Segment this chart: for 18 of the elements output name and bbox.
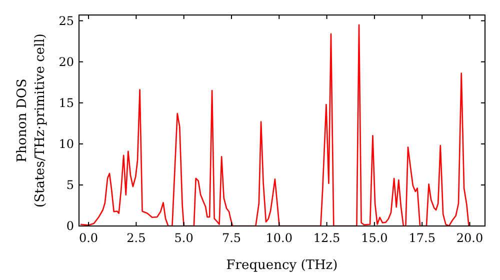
x-tick-label: 12.5 (313, 231, 340, 245)
y-tick-label: 15 (58, 96, 74, 110)
x-tick-label: 0.0 (78, 231, 98, 245)
y-axis-title: Phonon DOS (States/THz·primitive cell) (15, 33, 48, 208)
x-tick-label: 17.5 (408, 231, 436, 245)
x-tick-label: 15.0 (361, 231, 388, 245)
x-tick-label: 2.5 (126, 231, 146, 245)
y-tick-label: 25 (58, 14, 74, 28)
line-series (80, 24, 470, 226)
y-tick-label: 5 (66, 178, 74, 192)
x-tick-label: 5.0 (174, 231, 194, 245)
y-tick-label: 10 (58, 137, 74, 152)
x-tick-label: 20.0 (456, 231, 484, 245)
y-tick-label: 0 (66, 219, 74, 234)
x-axis-title: Frequency (THz) (226, 258, 338, 273)
y-tick-label: 20 (58, 55, 74, 69)
x-tick-label: 10.0 (266, 231, 292, 245)
x-tick-label: 7.5 (222, 231, 242, 245)
